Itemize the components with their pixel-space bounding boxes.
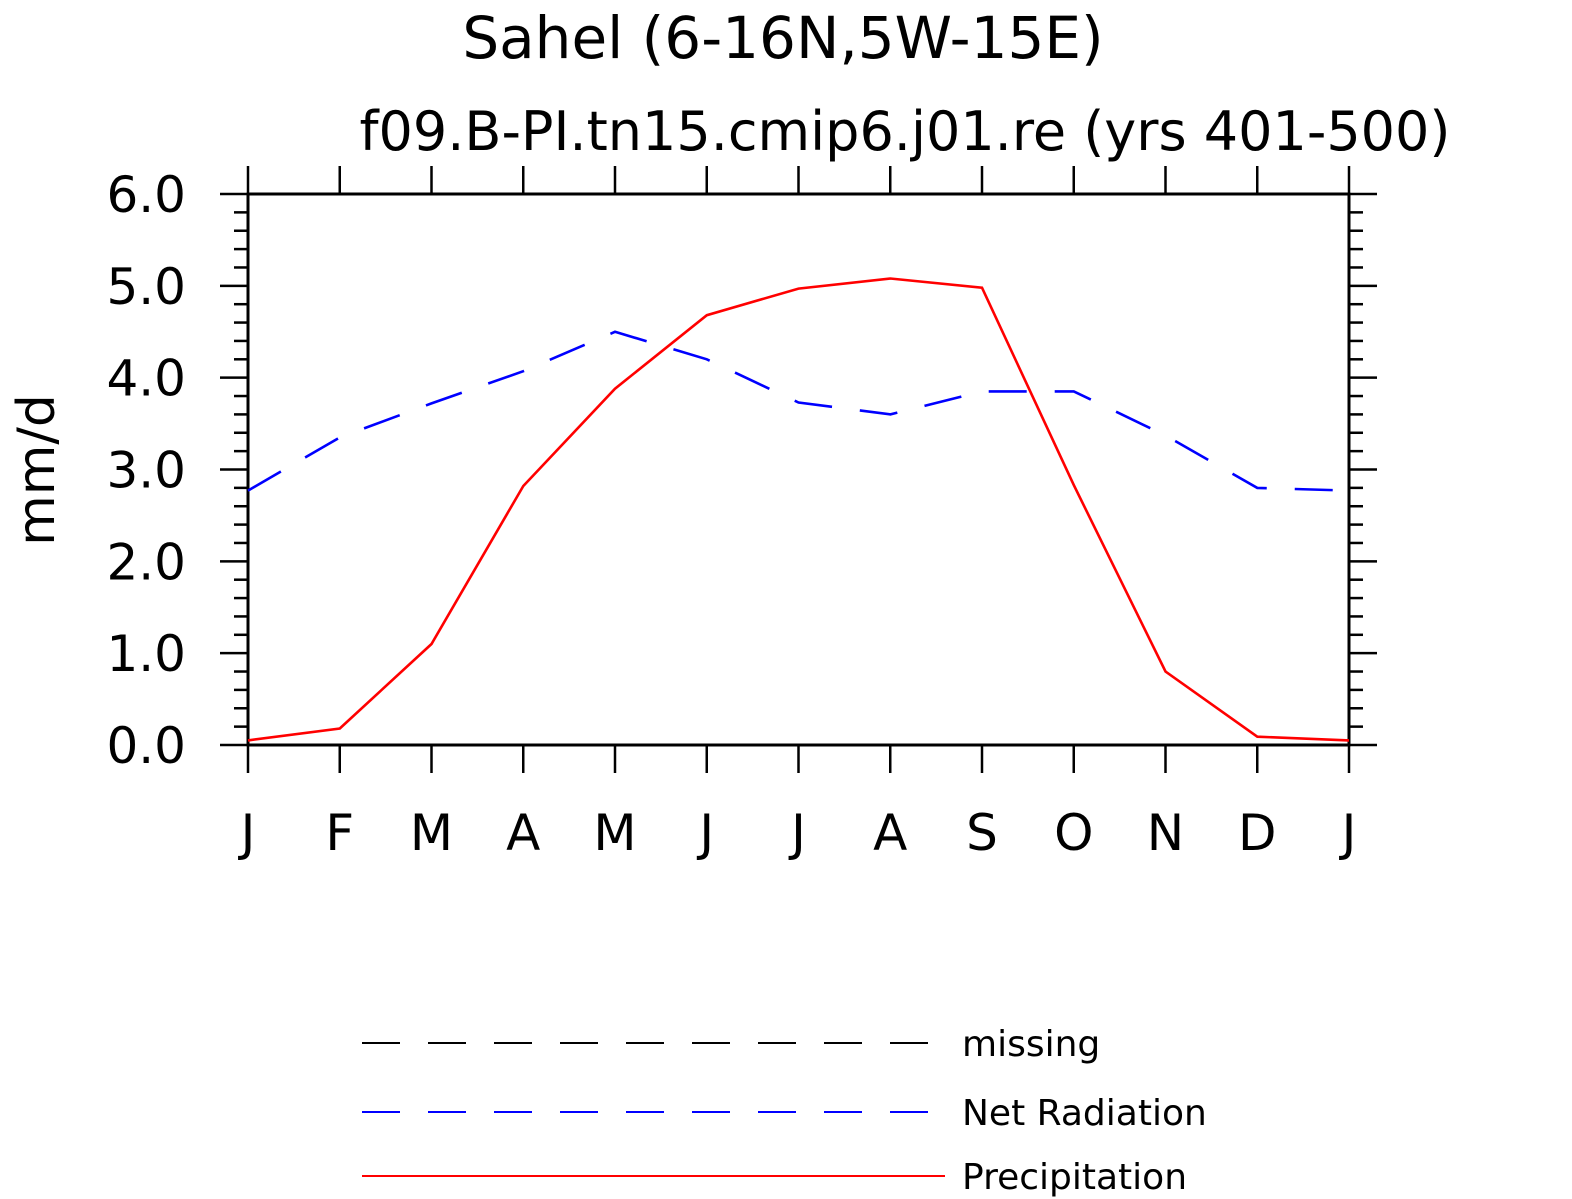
y-tick-label: 1.0	[106, 625, 186, 683]
chart-subtitle: f09.B-PI.tn15.cmip6.j01.re (yrs 401-500)	[360, 100, 1451, 163]
legend: missing Net Radiation Precipitation	[362, 1024, 1207, 1198]
series-lines	[247, 277, 1350, 742]
x-tick-label: J	[1339, 804, 1357, 862]
y-tick-label: 4.0	[106, 350, 186, 408]
y-axis-label: mm/d	[7, 394, 67, 546]
series-line-1	[247, 330, 1350, 492]
x-tick-label: S	[966, 804, 998, 862]
y-tick-label: 5.0	[106, 258, 186, 316]
axis-ticks	[220, 166, 1377, 773]
legend-label: missing	[962, 1024, 1100, 1065]
y-tick-label: 0.0	[106, 717, 186, 775]
x-tick-label: J	[788, 804, 806, 862]
x-tick-label: J	[696, 804, 714, 862]
x-tick-label: N	[1147, 804, 1184, 862]
plot-frame	[246, 192, 1351, 747]
x-tick-label: J	[238, 804, 256, 862]
y-tick-label: 3.0	[106, 442, 186, 500]
x-tick-label: M	[410, 804, 453, 862]
tick-labels: J F M A M J J A S O N D J0.01.02.03.04.05.06.0	[106, 166, 1356, 862]
x-tick-label: D	[1238, 804, 1277, 862]
x-tick-label: M	[593, 804, 636, 862]
x-tick-label: A	[506, 804, 540, 862]
y-tick-label: 6.0	[106, 166, 186, 224]
x-tick-label: F	[325, 804, 354, 862]
y-tick-label: 2.0	[106, 533, 186, 591]
x-tick-label: A	[873, 804, 907, 862]
legend-label: Net Radiation	[962, 1093, 1207, 1134]
chart-title: Sahel (6-16N,5W-15E)	[462, 4, 1103, 72]
legend-label: Precipitation	[962, 1157, 1187, 1198]
series-line-2	[247, 277, 1350, 742]
x-tick-label: O	[1054, 804, 1093, 862]
